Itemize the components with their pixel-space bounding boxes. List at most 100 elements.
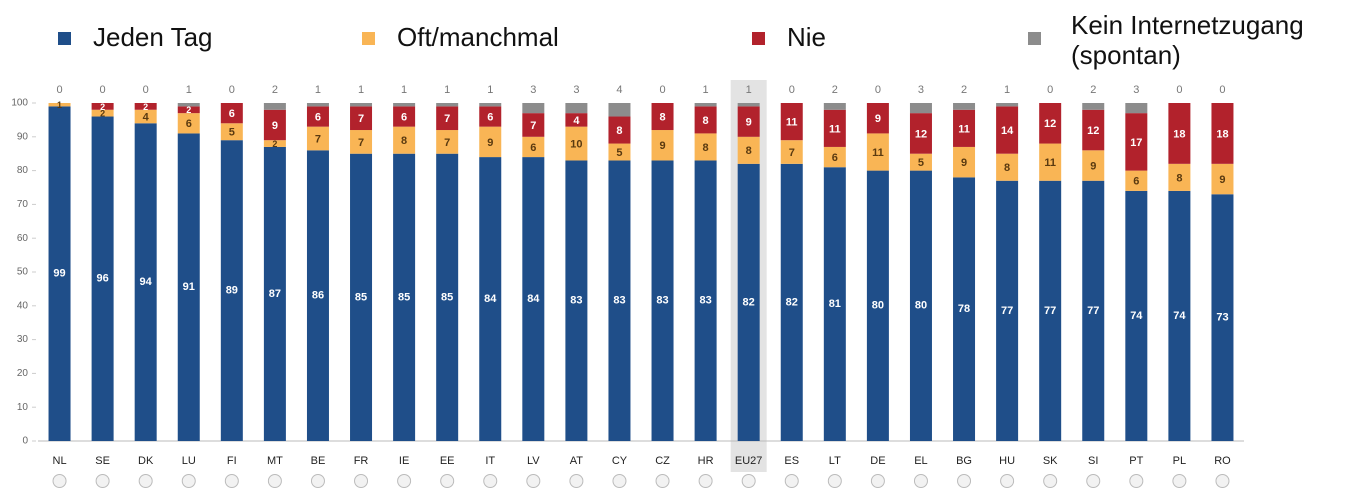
value-label: 89	[226, 284, 238, 296]
bar-segment	[1168, 103, 1191, 164]
bar-segment	[393, 126, 416, 154]
flag-icon	[1129, 474, 1144, 488]
bar-segment	[608, 116, 631, 144]
bar-segment	[263, 109, 286, 141]
value-label: 84	[484, 293, 497, 305]
value-label: 2	[1090, 84, 1096, 96]
bar-segment	[522, 103, 545, 114]
bar-segment	[953, 177, 976, 442]
value-label: 9	[746, 116, 752, 128]
flag-icon	[957, 474, 972, 488]
x-tick-label: PL	[1173, 455, 1186, 467]
value-label: 8	[703, 142, 709, 154]
bar-segment	[651, 130, 674, 161]
bar-segment	[1211, 194, 1234, 441]
legend-swatch	[1028, 32, 1041, 45]
x-tick-label: LV	[527, 455, 540, 467]
bar-segment	[737, 136, 760, 164]
value-label: 6	[832, 152, 838, 164]
value-label: 6	[229, 108, 235, 120]
value-label: 9	[875, 113, 881, 125]
value-label: 9	[1090, 160, 1096, 172]
flag-icon	[397, 474, 412, 488]
bar-segment	[220, 103, 243, 124]
bar-segment	[909, 113, 932, 154]
x-tick-label: EL	[914, 455, 927, 467]
value-label: 12	[1087, 125, 1099, 137]
value-label: 0	[1176, 84, 1182, 96]
bar-segment	[263, 140, 286, 147]
value-label: 14	[1001, 125, 1014, 137]
value-label: 1	[358, 84, 364, 96]
bar-segment	[306, 103, 329, 107]
x-tick-label: RO	[1214, 455, 1231, 467]
value-label: 11	[1044, 157, 1056, 169]
bar-segment	[479, 106, 502, 127]
value-label: 83	[699, 295, 711, 307]
legend-item: Nie	[752, 16, 826, 52]
bar-segment	[1211, 103, 1234, 164]
value-label: 7	[358, 137, 364, 149]
bar-segment	[1082, 103, 1105, 110]
x-tick-label: SE	[95, 455, 110, 467]
flag-icon	[52, 474, 67, 488]
legend-swatch	[752, 32, 765, 45]
bar-segment	[479, 157, 502, 441]
value-label: 3	[573, 84, 579, 96]
value-label: 2	[100, 102, 105, 112]
value-label: 5	[918, 157, 924, 169]
value-label: 3	[530, 84, 536, 96]
bar-segment	[522, 113, 545, 137]
x-tick-label: PT	[1129, 455, 1143, 467]
value-label: 1	[186, 84, 192, 96]
value-label: 8	[1004, 162, 1010, 174]
legend-label: Oft/manchmal	[397, 22, 559, 52]
value-label: 91	[183, 281, 195, 293]
flag-icon	[526, 474, 541, 488]
value-label: 1	[487, 84, 493, 96]
bar-segment	[177, 103, 200, 107]
bar-segment	[522, 157, 545, 441]
bar-segment	[780, 163, 803, 441]
value-label: 3	[1133, 84, 1139, 96]
bar-segment	[737, 106, 760, 137]
value-label: 9	[487, 137, 493, 149]
bar-segment	[608, 143, 631, 161]
y-tick-label: 70	[17, 199, 29, 210]
bar-segment	[996, 153, 1019, 181]
bar-segment	[909, 170, 932, 441]
value-label: 1	[1004, 84, 1010, 96]
value-label: 99	[53, 268, 65, 280]
y-tick-label: 10	[17, 402, 29, 413]
y-tick-label: 40	[17, 300, 29, 311]
bar-segment	[263, 146, 286, 441]
bar-segment	[823, 146, 846, 168]
x-tick-label: DE	[870, 455, 885, 467]
bar-segment	[866, 170, 889, 441]
x-tick-label: AT	[570, 455, 584, 467]
value-label: 0	[875, 84, 881, 96]
bar-segment	[306, 106, 329, 127]
value-label: 1	[57, 100, 62, 110]
flag-icon	[1172, 474, 1187, 488]
flag-icon	[181, 474, 196, 488]
value-label: 2	[143, 102, 148, 112]
value-label: 11	[958, 123, 970, 135]
value-label: 7	[530, 120, 536, 132]
bar-segment	[1082, 150, 1105, 181]
value-label: 78	[958, 303, 970, 315]
value-label: 11	[872, 147, 884, 159]
value-label: 9	[659, 140, 665, 152]
bar-segment	[651, 160, 674, 441]
bar-segment	[565, 126, 588, 161]
legend-label: Jeden Tag	[93, 22, 213, 52]
value-label: 74	[1130, 310, 1143, 322]
legend: Jeden Tag Oft/manchmal Nie Kein Internetzug…	[0, 0, 1349, 80]
bar-segment	[1125, 170, 1148, 191]
bar-segment	[608, 103, 631, 117]
x-tick-label: LU	[182, 455, 196, 467]
flag-icon	[784, 474, 799, 488]
value-label: 0	[100, 84, 106, 96]
flag-icon	[310, 474, 325, 488]
